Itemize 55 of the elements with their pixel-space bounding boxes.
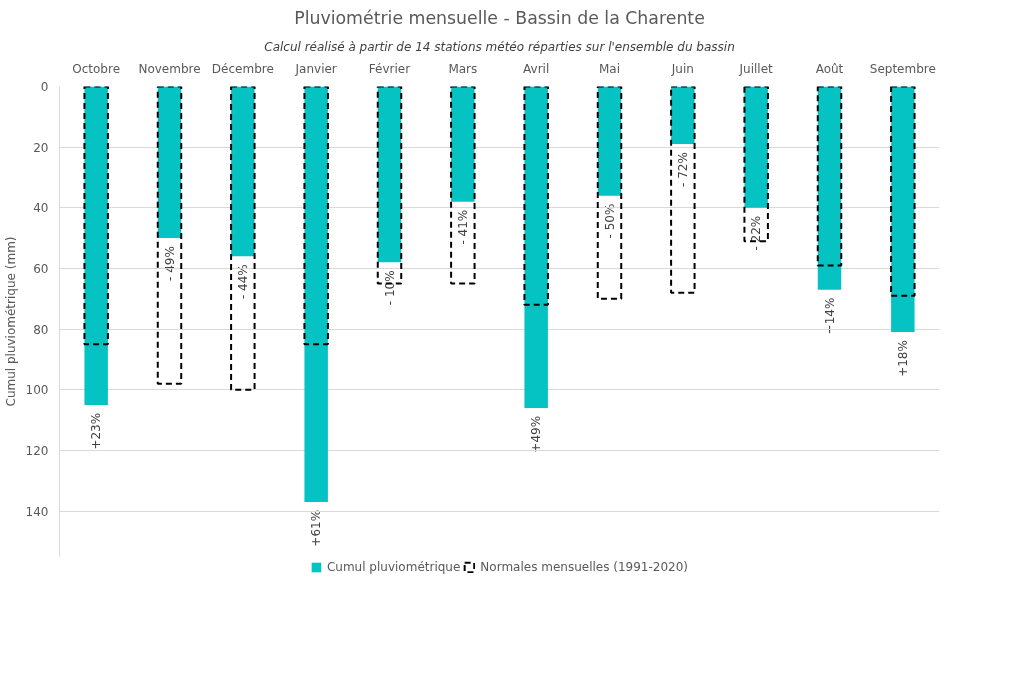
x-tick-label: Février [368, 61, 411, 76]
bar [523, 86, 549, 306]
bar [744, 86, 768, 208]
y-tick-label: 120 [25, 443, 49, 458]
annotation: - 49% [162, 246, 177, 281]
y-tick-label: 0 [40, 80, 49, 94]
y-tick-label: 20 [33, 140, 49, 155]
bar [524, 86, 548, 408]
y-tick-label: 140 [25, 504, 49, 519]
bar [816, 86, 843, 267]
bar [597, 86, 622, 196]
y-tick-label: 80 [33, 322, 49, 337]
x-tick-label: Août [815, 61, 844, 76]
bar [450, 86, 476, 285]
x-tick-label: Octobre [72, 61, 121, 76]
x-tick-label: Mars [448, 61, 478, 76]
y-tick-label: 60 [33, 261, 49, 276]
x-tick-label: Juin [670, 61, 694, 76]
annotation: +49% [529, 415, 544, 453]
bar [743, 86, 769, 243]
x-tick-label: Avril [523, 61, 550, 76]
x-tick-label: Janvier [294, 61, 337, 76]
y-axis-title: Cumul pluviométrique (mm) [3, 236, 18, 407]
y-tick-label: 40 [33, 201, 49, 216]
bar [451, 86, 475, 202]
chart-subtitle: Calcul réalisé à partir de 14 stations météo réparties sur l'ensemble du bassin [264, 39, 735, 54]
bar [671, 86, 695, 145]
annotation: - 22% [749, 215, 764, 251]
legend-label: Normales mensuelles (1991-2020) [480, 560, 689, 574]
bar [596, 86, 623, 300]
bar [83, 86, 109, 346]
bar [377, 86, 402, 263]
bar [84, 86, 108, 405]
bar [817, 86, 842, 290]
bar [890, 86, 916, 297]
legend-label: Cumul pluviométrique [326, 560, 461, 574]
bar [670, 86, 696, 294]
annotation: +18% [895, 340, 910, 377]
x-tick-label: Décembre [211, 61, 274, 76]
bar [303, 86, 329, 346]
annotation: - 41% [455, 209, 470, 245]
x-tick-label: Novembre [138, 61, 201, 76]
x-tick-label: Septembre [869, 61, 936, 76]
annotation: - 72% [675, 152, 690, 187]
annotation: +23% [89, 412, 104, 450]
chart-title: Pluviométrie mensuelle - Bassin de la Charente [294, 7, 705, 28]
bar [231, 86, 255, 257]
bar [230, 86, 256, 391]
bar [891, 86, 915, 333]
bar [156, 86, 183, 385]
bar [304, 86, 328, 502]
bar [157, 86, 182, 239]
y-tick-label: 100 [25, 383, 49, 398]
x-tick-label: Mai [598, 61, 621, 76]
x-tick-label: Juillet [738, 61, 774, 76]
